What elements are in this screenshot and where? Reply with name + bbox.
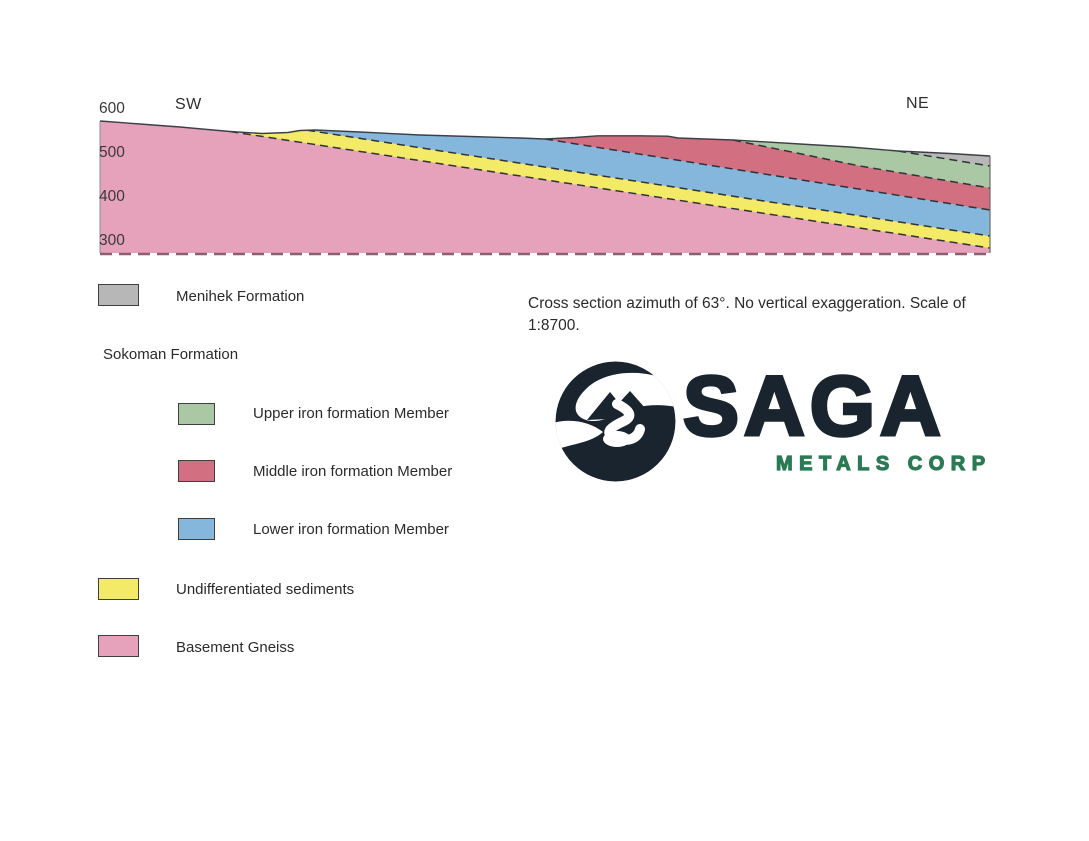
legend-swatch-lower-iron <box>178 518 215 540</box>
layer-upper-iron-formation <box>733 140 990 188</box>
legend-label-sediments: Undifferentiated sediments <box>176 581 355 598</box>
elevation-label-500: 500 <box>99 144 125 161</box>
legend-swatch-middle-iron <box>178 460 215 482</box>
contact-upper-iron-top <box>897 150 991 167</box>
contact-sediments-top <box>306 129 991 237</box>
legend-label-upper-iron: Upper iron formation Member <box>253 405 449 422</box>
legend-header-sokoman: Sokoman Formation <box>103 346 239 363</box>
legend-label-menihek: Menihek Formation <box>176 288 305 305</box>
logo-subtitle: METALS CORP <box>775 453 992 475</box>
topographic-surface-line <box>99 120 991 157</box>
elevation-label-300: 300 <box>99 232 125 249</box>
contact-lower-iron-top <box>544 138 991 211</box>
logo-lower-cutout <box>555 420 603 454</box>
logo-wordmark: SAGA <box>681 359 946 453</box>
legend-swatch-sediments <box>98 578 139 600</box>
logo-river-icon <box>604 399 645 445</box>
contact-basement-top <box>229 130 991 249</box>
legend-swatch-upper-iron <box>178 403 215 425</box>
geological-contacts <box>229 129 991 249</box>
saga-logo-mark-icon <box>555 361 676 482</box>
direction-label-sw: SW <box>175 96 202 113</box>
direction-label-ne: NE <box>906 95 930 112</box>
legend-label-basement: Basement Gneiss <box>176 639 295 656</box>
elevation-label-400: 400 <box>99 188 125 205</box>
legend-label-lower-iron: Lower iron formation Member <box>253 521 449 538</box>
layer-middle-iron-formation <box>545 135 990 210</box>
legend-swatch-basement <box>98 635 139 657</box>
logo-river-pool <box>603 431 631 447</box>
figure-caption: Cross section azimuth of 63°. No vertica… <box>528 295 966 334</box>
elevation-label-600: 600 <box>99 100 125 117</box>
legend-label-middle-iron: Middle iron formation Member <box>253 463 453 480</box>
contact-middle-iron-top <box>732 139 991 189</box>
legend-swatch-menihek <box>98 284 139 306</box>
